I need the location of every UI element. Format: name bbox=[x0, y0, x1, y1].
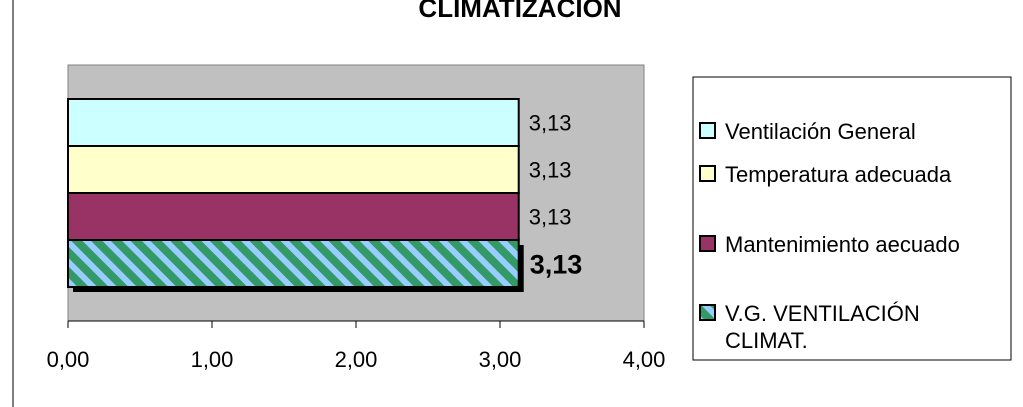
value-label-2: 3,13 bbox=[529, 205, 572, 230]
value-labels-layer: 3,13 3,13 3,13 3,13 bbox=[529, 111, 583, 280]
legend-swatch-1 bbox=[699, 165, 716, 182]
legend-box bbox=[692, 76, 1012, 361]
value-label-3: 3,13 bbox=[530, 250, 583, 280]
bar-1 bbox=[67, 145, 520, 194]
value-label-0: 3,13 bbox=[529, 111, 572, 136]
x-tick-label-1: 1,00 bbox=[191, 347, 234, 372]
x-tick-label-2: 2,00 bbox=[335, 347, 378, 372]
bars-layer bbox=[67, 98, 524, 292]
legend-label-0: Ventilación General bbox=[725, 119, 916, 144]
legend: Ventilación General Temperatura adecuada M… bbox=[699, 119, 960, 353]
legend-label-3-line-0: V.G. VENTILACIÓN bbox=[725, 301, 920, 326]
chart-title: CLIMATIZACIÓN bbox=[418, 0, 621, 23]
legend-swatch-3 bbox=[699, 304, 716, 321]
x-tick-label-0: 0,00 bbox=[47, 347, 90, 372]
legend-swatch-0 bbox=[699, 122, 716, 139]
legend-swatch-2 bbox=[699, 235, 716, 252]
x-tick-label-3: 3,00 bbox=[479, 347, 522, 372]
legend-label-2: Mantenimiento aecuado bbox=[725, 232, 960, 257]
x-axis: 0,00 1,00 2,00 3,00 4,00 bbox=[47, 320, 666, 372]
bar-3 bbox=[67, 239, 520, 288]
legend-label-3-line-1: CLIMAT. bbox=[725, 328, 808, 353]
x-tick-label-4: 4,00 bbox=[623, 347, 666, 372]
bar-2 bbox=[67, 192, 520, 241]
legend-label-1: Temperatura adecuada bbox=[725, 162, 952, 187]
value-label-1: 3,13 bbox=[529, 158, 572, 183]
bar-0 bbox=[67, 98, 520, 147]
